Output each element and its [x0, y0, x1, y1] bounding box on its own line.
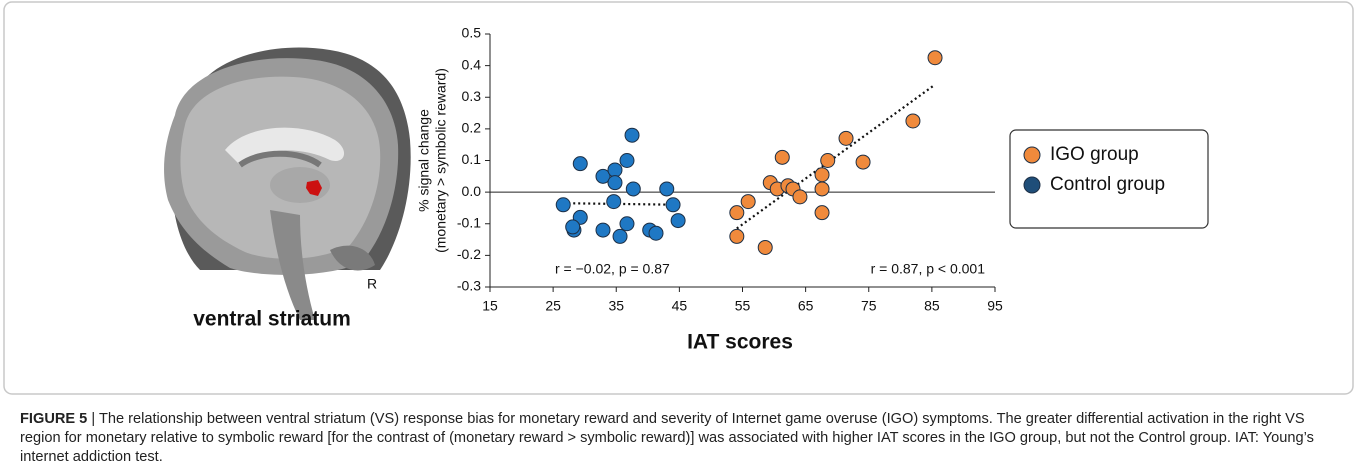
y-tick-label: 0.5 — [462, 25, 482, 41]
y-tick-label: 0.2 — [462, 120, 482, 136]
point — [730, 206, 744, 220]
point — [815, 206, 829, 220]
y-tick-label: -0.3 — [457, 278, 481, 294]
point — [613, 229, 627, 243]
point — [573, 157, 587, 171]
fit-line — [563, 203, 680, 205]
point — [666, 198, 680, 212]
x-tick-label: 35 — [608, 298, 624, 314]
y-tick-label: 0.3 — [462, 88, 482, 104]
point — [815, 168, 829, 182]
point — [758, 240, 772, 254]
y-tick-label: -0.1 — [457, 214, 481, 230]
image-label: ventral striatum — [193, 308, 351, 331]
point — [839, 131, 853, 145]
caption-text: | The relationship between ventral stria… — [20, 411, 1314, 465]
legend-marker — [1024, 177, 1040, 193]
y-tick-label: -0.2 — [457, 246, 481, 262]
point — [620, 217, 634, 231]
x-tick-label: 25 — [545, 298, 561, 314]
legend-label: Control group — [1050, 174, 1165, 195]
point — [741, 195, 755, 209]
x-tick-label: 45 — [672, 298, 688, 314]
point — [625, 128, 639, 142]
x-tick-label: 85 — [924, 298, 940, 314]
x-tick-label: 15 — [482, 298, 498, 314]
point — [660, 182, 674, 196]
point — [608, 163, 622, 177]
x-tick-label: 65 — [798, 298, 814, 314]
orientation-label: R — [367, 276, 377, 292]
point — [607, 195, 621, 209]
y-tick-label: 0.0 — [462, 183, 482, 199]
point — [649, 226, 663, 240]
point — [566, 220, 580, 234]
point — [856, 155, 870, 169]
point — [596, 223, 610, 237]
annotation: r = −0.02, p = 0.87 — [555, 261, 670, 277]
y-axis-label: % signal change — [416, 109, 432, 212]
point — [906, 114, 920, 128]
point — [626, 182, 640, 196]
figure: R ventral striatum IAT scores -0.3 -0.2 -0… — [0, 0, 1357, 400]
x-tick-label: 95 — [987, 298, 1003, 314]
point — [620, 154, 634, 168]
y-axis-label: (monetary > symbolic reward) — [433, 68, 449, 253]
y-tick-label: 0.1 — [462, 151, 482, 167]
point — [815, 182, 829, 196]
x-axis-label: IAT scores — [687, 331, 793, 354]
point — [556, 198, 570, 212]
point — [671, 214, 685, 228]
point — [730, 229, 744, 243]
legend-label: IGO group — [1050, 144, 1139, 165]
point — [793, 190, 807, 204]
annotation: r = 0.87, p < 0.001 — [871, 261, 986, 277]
x-tick-label: 55 — [735, 298, 751, 314]
point — [608, 176, 622, 190]
x-tick-label: 75 — [861, 298, 877, 314]
point — [928, 51, 942, 65]
caption-label: FIGURE 5 — [20, 411, 87, 427]
point — [821, 154, 835, 168]
page: {"chart_data": {"type": "scatter", "xlab… — [0, 0, 1357, 469]
point — [775, 150, 789, 164]
legend-marker — [1024, 147, 1040, 163]
y-tick-label: 0.4 — [462, 56, 482, 72]
caption: FIGURE 5 | The relationship between vent… — [20, 410, 1340, 467]
fit-line — [737, 85, 935, 229]
